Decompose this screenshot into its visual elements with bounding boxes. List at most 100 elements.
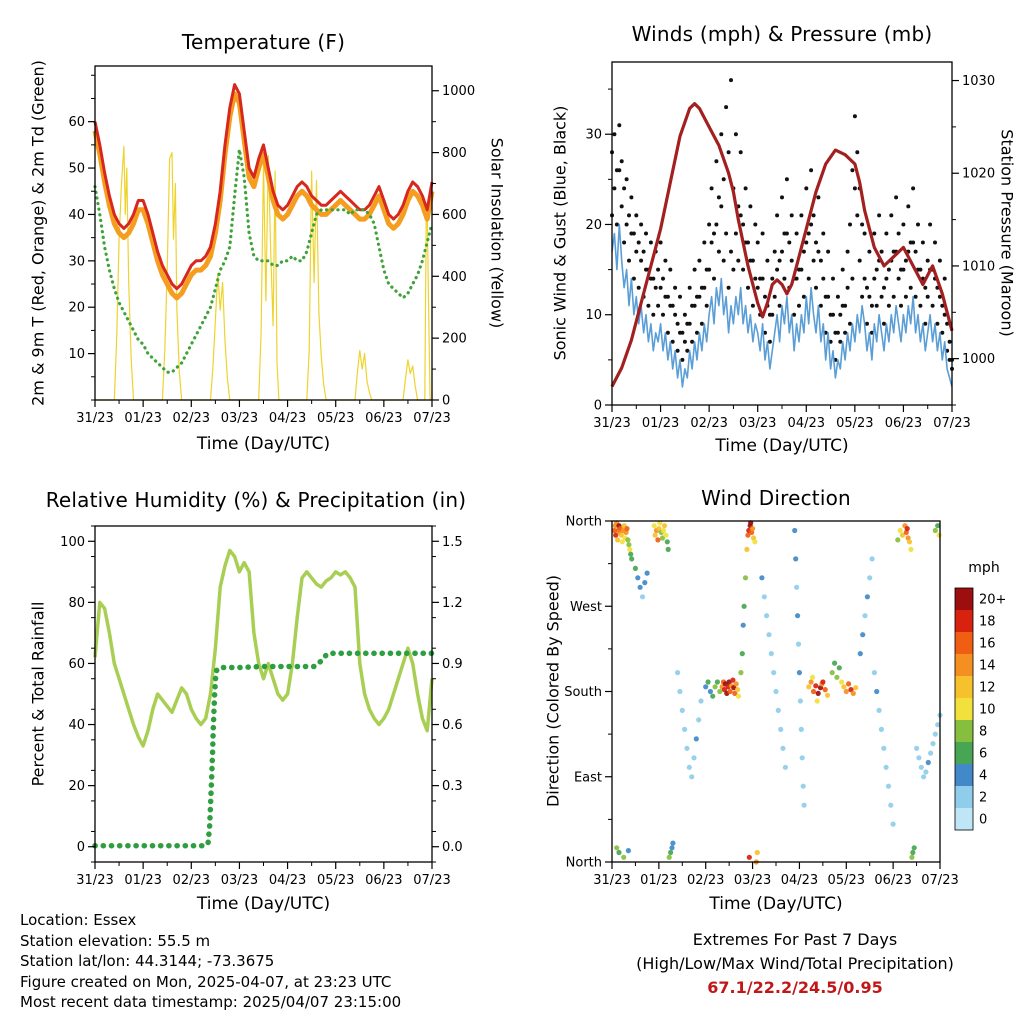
svg-text:05/23: 05/23	[317, 873, 354, 888]
svg-text:02/23: 02/23	[690, 416, 727, 431]
svg-text:1.2: 1.2	[442, 596, 463, 611]
svg-text:2: 2	[979, 791, 987, 806]
xlabel-humidity: Time (Day/UTC)	[196, 894, 331, 914]
svg-text:02/23: 02/23	[173, 873, 210, 888]
svg-text:03/23: 03/23	[739, 416, 776, 431]
svg-text:West: West	[570, 600, 602, 615]
svg-text:01/23: 01/23	[642, 416, 679, 431]
svg-text:1020: 1020	[962, 167, 995, 182]
svg-text:01/23: 01/23	[124, 873, 161, 888]
svg-text:60: 60	[68, 115, 85, 130]
svg-text:50: 50	[68, 162, 85, 177]
svg-text:6: 6	[979, 747, 987, 762]
extremes-title: Extremes For Past 7 Days	[692, 930, 898, 949]
svg-text:1.5: 1.5	[442, 535, 463, 550]
svg-text:16: 16	[979, 637, 996, 652]
svg-text:8: 8	[979, 725, 987, 740]
svg-text:20: 20	[68, 301, 85, 316]
svg-text:06/23: 06/23	[874, 873, 911, 888]
extremes-summary: Extremes For Past 7 Days (High/Low/Max W…	[565, 928, 1024, 1000]
chart-title-temperature: Temperature (F)	[181, 30, 346, 54]
svg-text:1010: 1010	[962, 259, 995, 274]
svg-text:05/23: 05/23	[828, 873, 865, 888]
extremes-values: 67.1/22.2/24.5/0.95	[707, 978, 883, 997]
svg-text:18: 18	[979, 615, 996, 630]
svg-text:100: 100	[60, 535, 85, 550]
chart-title-humidity-precip: Relative Humidity (%) & Precipitation (i…	[45, 488, 467, 512]
svg-text:North: North	[566, 856, 602, 871]
svg-text:600: 600	[442, 208, 467, 223]
ylabel-temp-right: Solar Insolation (Yellow)	[487, 137, 507, 329]
svg-text:07/23: 07/23	[933, 416, 970, 431]
svg-text:60: 60	[68, 657, 85, 672]
svg-text:04/23: 04/23	[269, 873, 306, 888]
svg-text:07/23: 07/23	[921, 873, 958, 888]
svg-text:02/23: 02/23	[687, 873, 724, 888]
svg-text:04/23: 04/23	[781, 873, 818, 888]
svg-text:South: South	[564, 685, 602, 700]
ylabel-dir-left: Direction (Colored By Speed)	[543, 574, 563, 808]
svg-text:10: 10	[979, 703, 996, 718]
svg-text:31/23: 31/23	[76, 873, 113, 888]
svg-text:10: 10	[68, 347, 85, 362]
svg-text:06/23: 06/23	[365, 411, 402, 426]
svg-text:10: 10	[585, 308, 602, 323]
svg-text:12: 12	[979, 681, 996, 696]
station-info: Location: Essex Station elevation: 55.5 …	[20, 910, 401, 1013]
extremes-subtitle: (High/Low/Max Wind/Total Precipitation)	[636, 954, 954, 973]
svg-text:30: 30	[585, 128, 602, 143]
svg-text:0.6: 0.6	[442, 718, 463, 733]
chart-title-winds-pressure: Winds (mph) & Pressure (mb)	[631, 22, 933, 46]
svg-text:30: 30	[68, 254, 85, 269]
colorbar-title: mph	[968, 560, 1000, 576]
xlabel-winds: Time (Day/UTC)	[715, 436, 849, 456]
svg-text:0: 0	[442, 394, 450, 409]
svg-text:1030: 1030	[962, 74, 995, 89]
svg-text:14: 14	[979, 659, 996, 674]
svg-text:20+: 20+	[979, 593, 1006, 608]
station-info-line: Figure created on Mon, 2025-04-07, at 23…	[20, 972, 392, 991]
svg-text:20: 20	[585, 218, 602, 233]
station-info-line: Location: Essex	[20, 911, 137, 929]
svg-text:06/23: 06/23	[365, 873, 402, 888]
station-info-line: Station lat/lon: 44.3144; -73.3675	[20, 952, 275, 970]
svg-text:200: 200	[442, 332, 467, 347]
ylabel-wind-left: Sonic Wind & Gust (Blue, Black)	[550, 105, 570, 361]
svg-text:400: 400	[442, 270, 467, 285]
svg-text:0: 0	[979, 813, 987, 828]
ylabel-wind-right: Station Pressure (Maroon)	[997, 129, 1017, 337]
svg-text:05/23: 05/23	[836, 416, 873, 431]
svg-text:1000: 1000	[442, 84, 475, 99]
svg-text:1000: 1000	[962, 352, 995, 367]
svg-text:02/23: 02/23	[173, 411, 210, 426]
ylabel-temp-left: 2m & 9m T (Red, Orange) & 2m Td (Green)	[28, 60, 48, 406]
svg-text:40: 40	[68, 718, 85, 733]
svg-text:31/23: 31/23	[76, 411, 113, 426]
svg-text:06/23: 06/23	[885, 416, 922, 431]
svg-text:40: 40	[68, 208, 85, 223]
chart-title-wind-direction: Wind Direction	[701, 486, 851, 510]
svg-text:03/23: 03/23	[221, 411, 258, 426]
svg-text:0: 0	[77, 840, 85, 855]
station-info-line: Station elevation: 55.5 m	[20, 931, 211, 950]
svg-text:80: 80	[68, 596, 85, 611]
svg-text:03/23: 03/23	[734, 873, 771, 888]
svg-text:03/23: 03/23	[221, 873, 258, 888]
svg-text:04/23: 04/23	[788, 416, 825, 431]
svg-text:4: 4	[979, 769, 987, 784]
svg-text:01/23: 01/23	[124, 411, 161, 426]
xlabel-wind-direction: Time (Day/UTC)	[709, 894, 843, 914]
svg-text:05/23: 05/23	[317, 411, 354, 426]
svg-text:20: 20	[68, 779, 85, 794]
svg-text:04/23: 04/23	[269, 411, 306, 426]
ylabel-rh-left: Percent & Total Rainfall	[28, 601, 48, 787]
svg-text:31/23: 31/23	[593, 873, 630, 888]
svg-text:31/23: 31/23	[593, 416, 630, 431]
svg-text:0.0: 0.0	[442, 840, 463, 855]
svg-text:01/23: 01/23	[640, 873, 677, 888]
svg-text:0.3: 0.3	[442, 779, 463, 794]
svg-text:0.9: 0.9	[442, 657, 463, 672]
svg-text:800: 800	[442, 146, 467, 161]
